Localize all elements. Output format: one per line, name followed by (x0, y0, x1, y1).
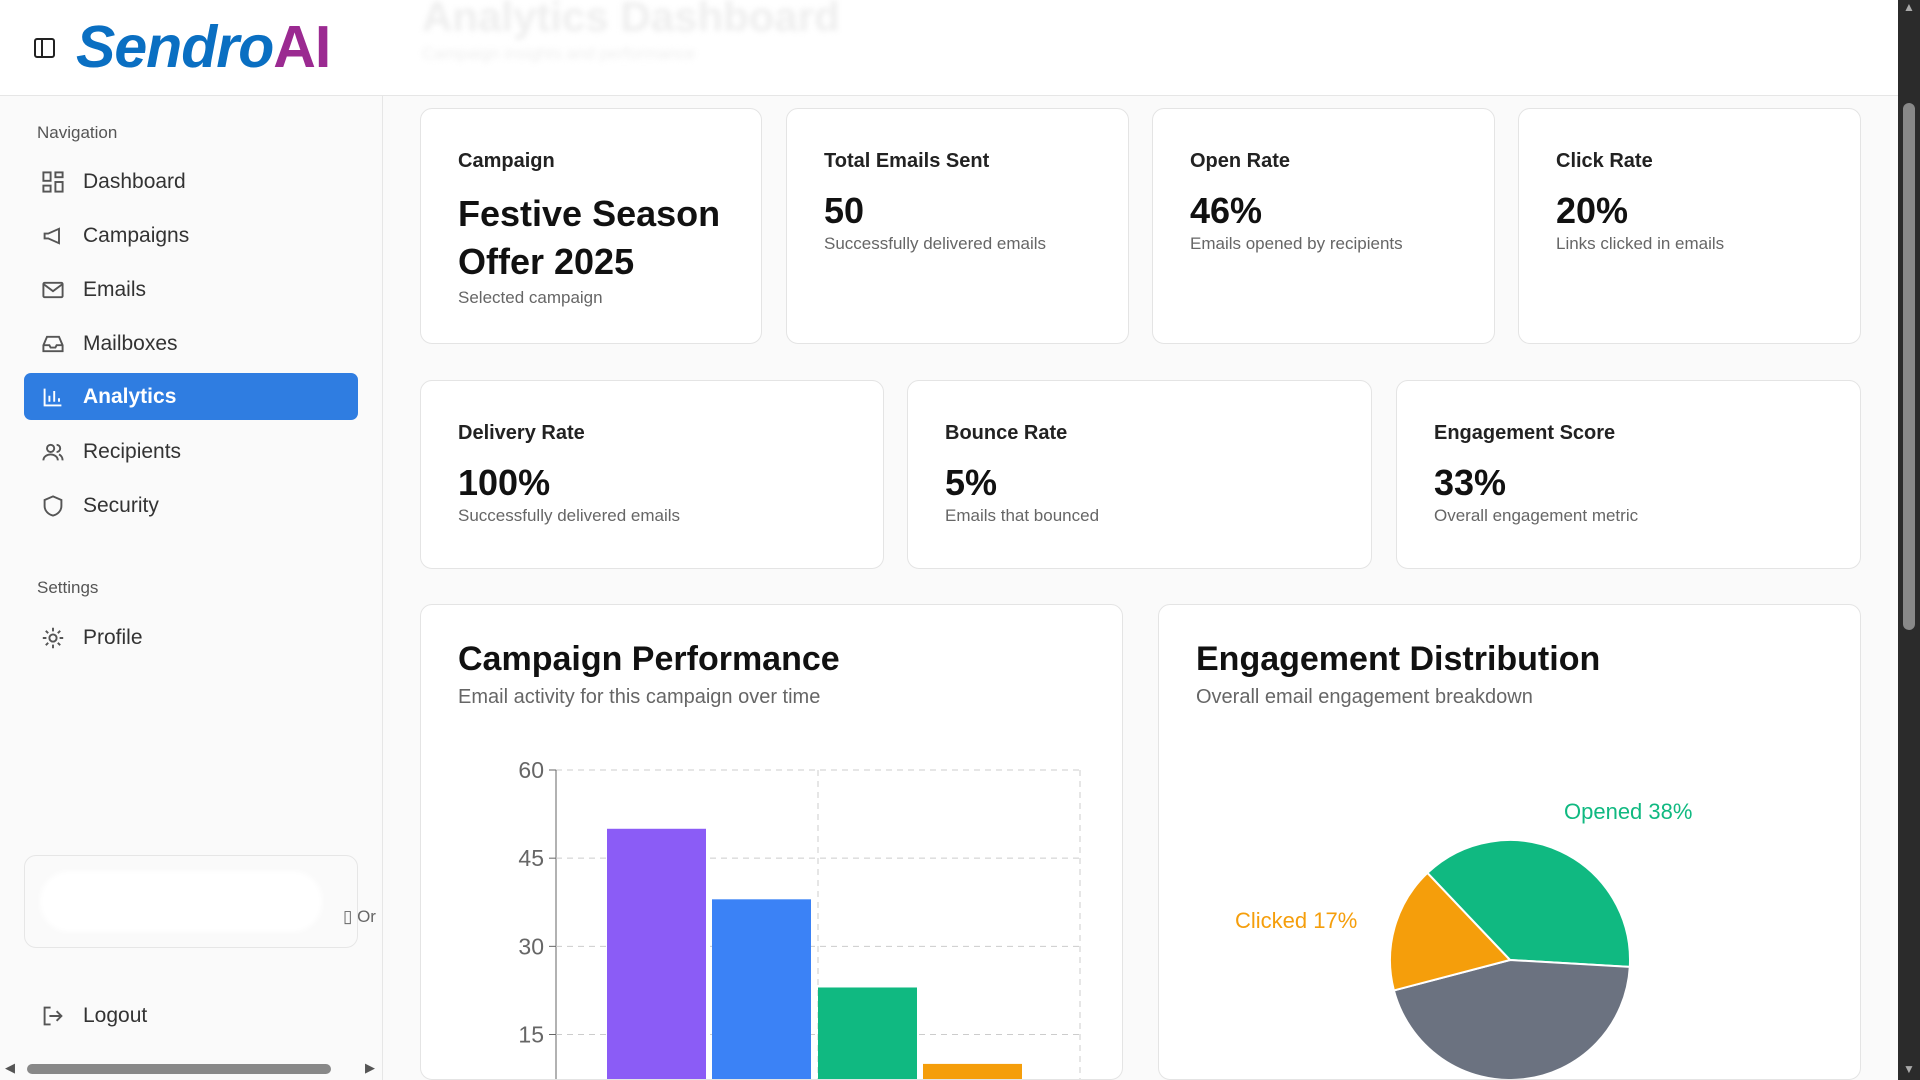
page-subtitle: Campaign insights and performance (422, 44, 696, 63)
gear-icon (42, 627, 64, 648)
vertical-scrollbar[interactable]: ▲ ▼ (1898, 0, 1920, 1080)
stat-card-engagement: Engagement Score 33% Overall engagement me… (1396, 380, 1861, 569)
chart-title: Engagement Distribution (1196, 640, 1601, 678)
shield-icon (43, 494, 63, 517)
grid-icon (42, 170, 64, 193)
chart-subtitle: Overall email engagement breakdown (1196, 686, 1533, 708)
user-info-redacted (40, 871, 322, 932)
inbox-icon (42, 335, 64, 352)
stat-card-open-rate: Open Rate 46% Emails opened by recipients (1152, 108, 1495, 344)
pie-slice (1425, 839, 1631, 968)
sidebar-item-analytics[interactable]: Analytics (24, 373, 358, 420)
stat-card-delivery-rate: Delivery Rate 100% Successfully delivered … (420, 380, 884, 569)
page-title: Analytics Dashboard (422, 0, 840, 40)
pie-slice (1392, 958, 1631, 1079)
pie-label-clicked: Clicked 17% (1235, 908, 1357, 933)
logo: SendroAI (76, 14, 331, 80)
horizontal-scrollbar[interactable]: ◀ ▶ (5, 1060, 375, 1075)
bar (923, 1063, 1022, 1079)
bar (818, 987, 917, 1079)
y-tick-label: 30 (518, 933, 544, 959)
logout-button[interactable]: Logout (24, 992, 358, 1039)
org-label: ▯ Or (343, 907, 376, 926)
stat-card-click-rate: Click Rate 20% Links clicked in emails (1518, 108, 1861, 344)
sidebar-toggle-icon[interactable] (34, 38, 55, 58)
bar (607, 828, 706, 1079)
chart-title: Campaign Performance (458, 640, 840, 678)
user-card[interactable]: ▯ Or (24, 855, 376, 948)
sidebar-item-recipients[interactable]: Recipients (24, 428, 358, 475)
pie-slice (1389, 871, 1512, 992)
bar-chart: 60 45 30 15 (518, 757, 1081, 1079)
sidebar-item-security[interactable]: Security (24, 482, 358, 529)
pie-chart: Opened 38% Clicked 17% (1235, 799, 1692, 1079)
y-tick-label: 60 (518, 757, 544, 783)
bar-chart-icon (43, 388, 62, 406)
stat-card-campaign: Campaign Festive Season Offer 2025 Selecte… (420, 108, 762, 344)
sidebar-item-emails[interactable]: Emails (24, 266, 358, 313)
sidebar-item-profile[interactable]: Profile (24, 614, 358, 661)
sidebar: Navigation Dashboard Campaigns Emails Ma… (0, 96, 383, 1080)
logout-icon (43, 1006, 63, 1025)
sidebar-item-mailboxes[interactable]: Mailboxes (24, 320, 358, 367)
stat-card-total-sent: Total Emails Sent 50 Successfully delivere… (786, 108, 1129, 344)
pie-label-opened: Opened 38% (1564, 799, 1692, 824)
header: SendroAI Analytics Dashboard Campaign in… (0, 0, 1898, 96)
mail-icon (42, 281, 64, 298)
bar (712, 899, 811, 1079)
sidebar-item-campaigns[interactable]: Campaigns (24, 212, 358, 259)
megaphone-icon (43, 226, 60, 245)
y-tick-label: 15 (518, 1022, 544, 1048)
settings-heading: Settings (37, 578, 99, 597)
engagement-distribution-card: Engagement Distribution Overall email en… (1158, 604, 1861, 1080)
sidebar-item-dashboard[interactable]: Dashboard (24, 158, 358, 205)
users-icon (42, 443, 64, 461)
nav-heading: Navigation (37, 123, 118, 142)
campaign-performance-card: Campaign Performance Email activity for … (420, 604, 1123, 1080)
y-tick-label: 45 (518, 845, 544, 871)
stat-card-bounce-rate: Bounce Rate 5% Emails that bounced (907, 380, 1372, 569)
chart-subtitle: Email activity for this campaign over ti… (458, 686, 821, 708)
